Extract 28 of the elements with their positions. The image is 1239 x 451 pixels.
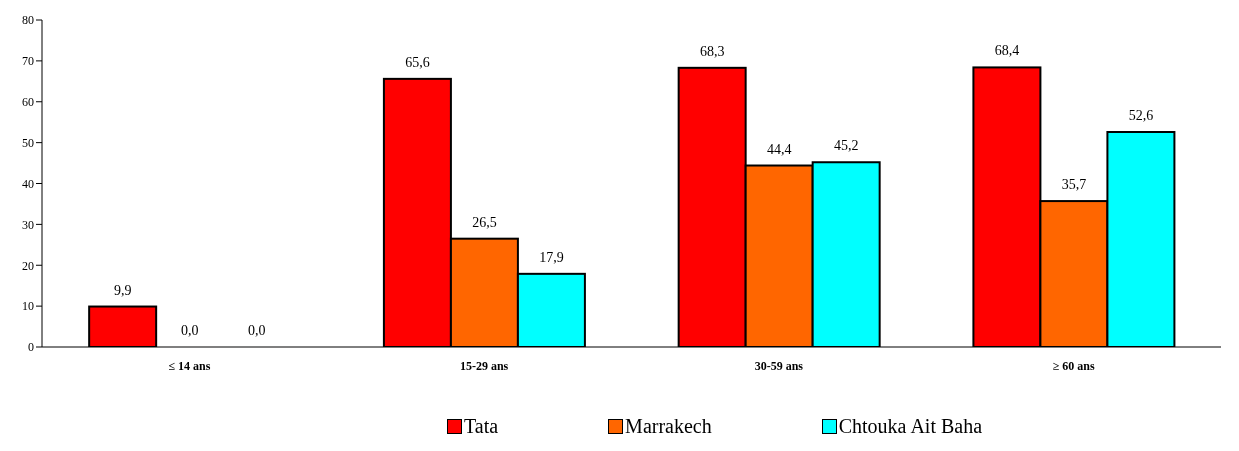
data-label: 65,6 — [405, 54, 430, 70]
y-tick-label: 70 — [22, 54, 34, 69]
x-tick-label: 15-29 ans — [459, 358, 509, 373]
legend-label: Chtouka Ait Baha — [837, 415, 983, 438]
x-tick-label: ≤ 14 ans — [168, 358, 211, 373]
data-label: 52,6 — [1128, 108, 1154, 123]
y-tick-label: 0 — [28, 340, 34, 355]
legend-label: Tata — [462, 415, 499, 438]
data-label: 44,4 — [766, 141, 792, 157]
y-tick-label: 80 — [22, 13, 34, 28]
data-label: 45,2 — [833, 138, 859, 154]
legend-label: Marrakech — [624, 415, 712, 438]
y-tick-label: 10 — [22, 299, 34, 314]
y-tick-label: 60 — [22, 95, 34, 110]
x-tick-label: 30-59 ans — [754, 358, 804, 373]
y-tick-label: 40 — [22, 176, 34, 191]
data-label: 68,3 — [699, 43, 725, 59]
y-tick-label: 50 — [22, 135, 34, 150]
data-label: 9,9 — [113, 282, 132, 298]
data-label: 35,7 — [1061, 177, 1087, 193]
data-label: 68,4 — [994, 43, 1020, 59]
data-label: 0,0 — [180, 322, 199, 338]
data-label: 17,9 — [539, 249, 564, 265]
x-tick-label: ≥ 60 ans — [1052, 358, 1095, 373]
y-tick-label: 20 — [22, 258, 34, 273]
data-label: 26,5 — [472, 214, 497, 230]
data-label: 0,0 — [247, 322, 266, 338]
y-tick-label: 30 — [22, 217, 34, 232]
